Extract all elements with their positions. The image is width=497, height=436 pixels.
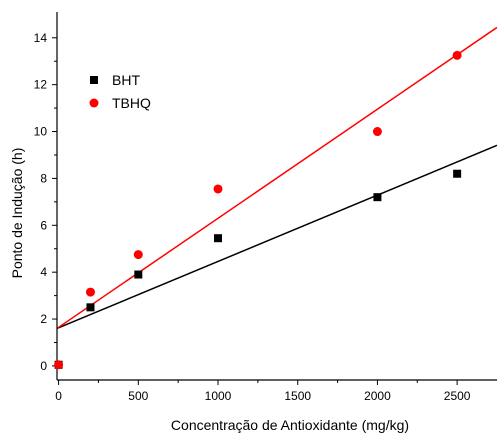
y-tick-label: 4 [40,265,47,279]
legend-label-bht: BHT [112,72,140,88]
y-tick-label: 2 [40,312,47,326]
tbhq-fit-line [56,26,497,330]
x-ticks: 0 500 1000 1500 2000 2500 [55,380,471,403]
y-tick-label: 10 [34,125,48,139]
x-tick-label: 2500 [444,389,471,403]
tbhq-point [54,360,64,370]
data-points [54,50,462,370]
fit-lines [56,26,497,330]
tbhq-point [372,127,382,137]
x-tick-label: 2000 [364,389,391,403]
y-tick-label: 8 [40,171,47,185]
y-axis-title: Ponto de Indução (h) [9,148,25,279]
tbhq-point [213,184,223,194]
bht-fit-line [56,144,497,330]
legend-marker-tbhq [89,98,99,108]
tbhq-point [452,50,462,60]
bht-point [134,270,143,279]
legend-marker-bht [90,76,98,84]
axes [56,12,497,381]
bht-point [86,303,95,312]
x-tick-label: 1500 [284,389,311,403]
y-tick-label: 6 [40,218,47,232]
x-tick-label: 0 [55,389,62,403]
bht-point [214,234,223,243]
tbhq-point [85,287,95,297]
y-tick-label: 12 [34,78,48,92]
y-tick-label: 0 [40,359,47,373]
legend-label-tbhq: TBHQ [112,95,151,111]
y-tick-label: 14 [34,31,48,45]
x-axis-title: Concentração de Antioxidante (mg/kg) [171,417,409,433]
bht-point [453,169,462,178]
tbhq-point [133,250,143,260]
y-ticks: 0 2 4 6 8 10 12 14 [34,31,57,373]
x-tick-label: 1000 [205,389,232,403]
legend: BHT TBHQ [89,72,151,111]
x-tick-label: 500 [128,389,148,403]
bht-point [373,193,382,202]
